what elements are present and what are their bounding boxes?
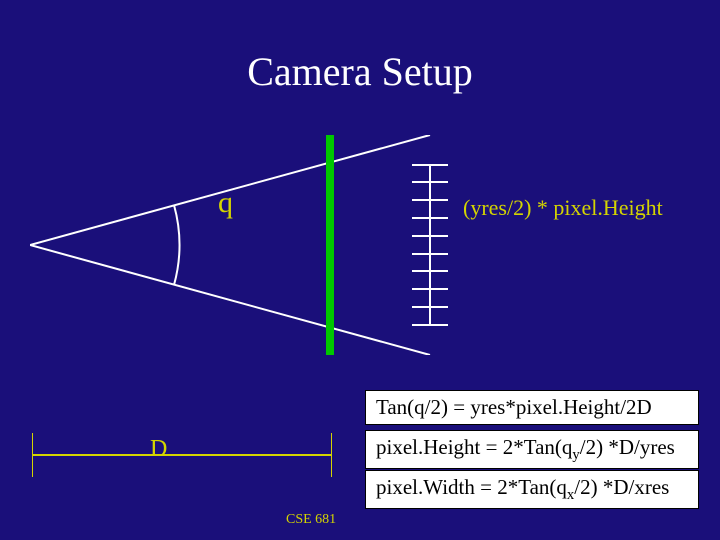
formula-text: pixel.Height = 2*Tan(q [376, 435, 572, 459]
formula-pixel-height: pixel.Height = 2*Tan(qy/2) *D/yres [365, 430, 699, 469]
formula-pixel-width: pixel.Width = 2*Tan(qx/2) *D/xres [365, 470, 699, 509]
formula-tan: Tan(q/2) = yres*pixel.Height/2D [365, 390, 699, 425]
formula-subscript: y [572, 447, 579, 463]
page-title: Camera Setup [0, 48, 720, 95]
formula-text: /2) *D/yres [580, 435, 675, 459]
ray-bottom [30, 245, 430, 355]
formula-text: pixel.Width = 2*Tan(q [376, 475, 567, 499]
footer-text: CSE 681 [286, 512, 336, 528]
camera-diagram [30, 135, 480, 355]
yres-label: (yres/2) * pixel.Height [463, 195, 663, 221]
angle-arc [174, 205, 179, 285]
d-dimension-bracket [32, 425, 332, 485]
theta-label: q [218, 186, 233, 220]
formula-text: /2) *D/xres [574, 475, 669, 499]
